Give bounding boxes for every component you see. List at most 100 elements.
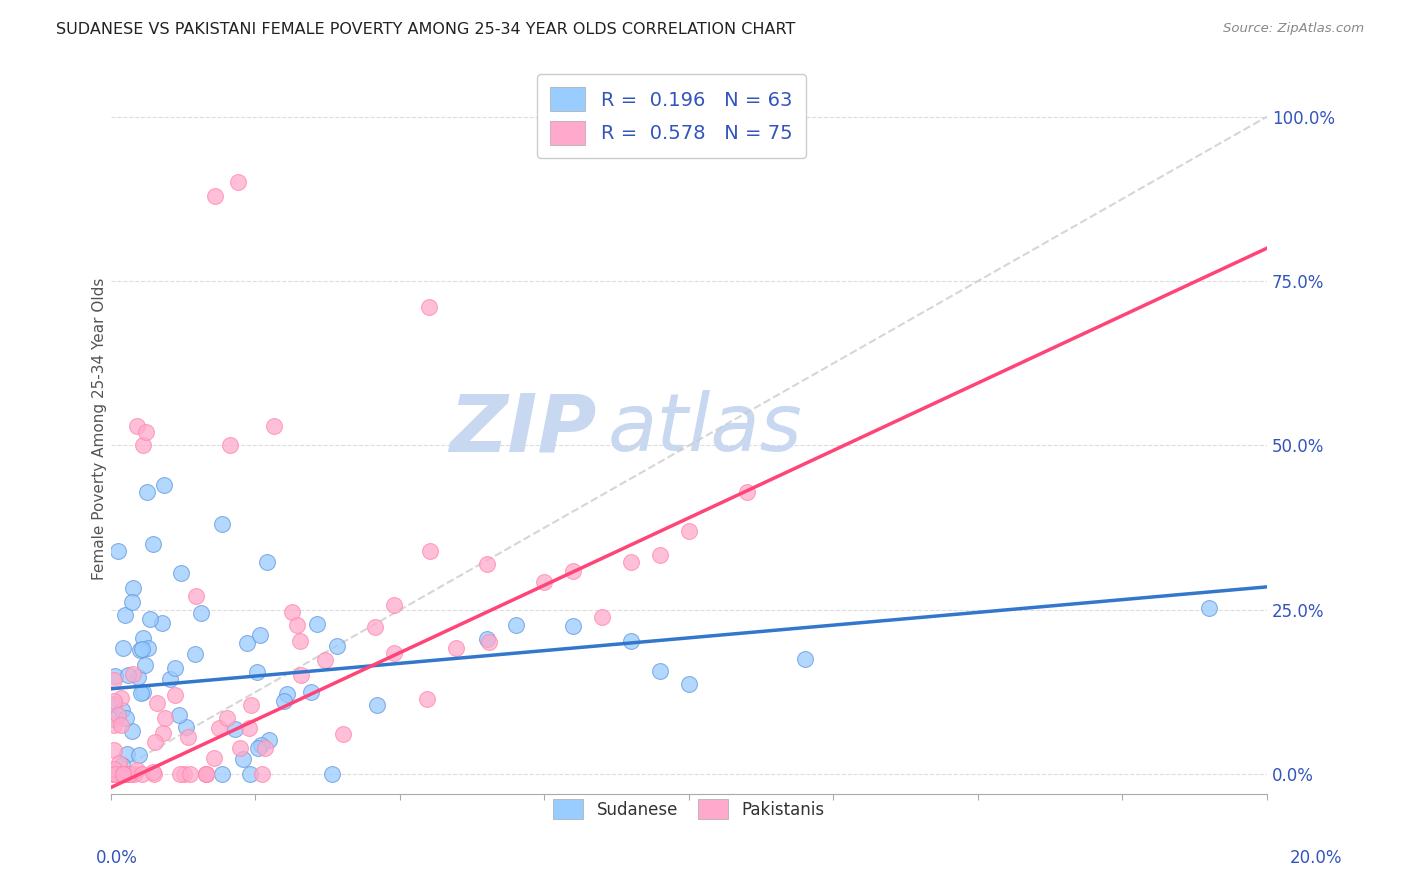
Point [129,643,152,657]
Point [305,616,328,631]
Text: Source: ZipAtlas.com: Source: ZipAtlas.com [1223,22,1364,36]
Point [170,566,193,581]
Point [1198,600,1220,615]
Point [143,735,166,749]
Point [735,484,758,499]
Point [382,599,405,613]
Text: 0.0%: 0.0% [96,849,138,867]
Point [125,763,148,777]
Point [107,708,129,723]
Point [444,640,467,655]
Point [132,685,155,699]
Point [190,606,212,620]
Point [103,673,125,688]
Point [128,747,150,762]
Point [173,766,195,780]
Point [184,648,207,662]
Point [174,720,197,734]
Point [114,607,136,622]
Point [226,176,249,190]
Point [326,640,349,654]
Point [122,581,145,595]
Point [678,524,700,538]
Point [112,766,135,780]
Point [103,766,125,780]
Point [152,725,174,739]
Point [104,766,127,780]
Point [103,762,125,776]
Point [217,710,239,724]
Point [246,665,269,680]
Point [122,667,145,681]
Point [620,555,643,569]
Point [239,698,262,712]
Point [382,646,405,660]
Point [505,617,527,632]
Point [232,752,254,766]
Point [416,692,439,706]
Point [129,686,152,700]
Point [110,690,132,705]
Point [620,633,643,648]
Point [648,548,671,562]
Text: ZIP: ZIP [449,390,596,468]
Point [134,657,156,672]
Point [194,766,217,780]
Point [117,668,139,682]
Point [211,517,233,532]
Point [418,301,440,315]
Point [257,733,280,747]
Point [478,635,501,649]
Point [177,730,200,744]
Point [273,694,295,708]
Point [159,673,181,687]
Point [165,661,187,675]
Point [139,612,162,626]
Point [276,687,298,701]
Point [132,632,155,646]
Point [118,766,141,780]
Point [299,685,322,699]
Point [253,741,276,756]
Point [290,668,312,682]
Point [155,711,177,725]
Point [533,574,555,589]
Point [112,640,135,655]
Point [115,747,138,762]
Point [150,615,173,630]
Point [186,589,208,603]
Point [321,766,343,780]
Point [127,670,149,684]
Point [152,478,174,492]
Point [238,722,260,736]
Point [211,766,233,780]
Text: 20.0%: 20.0% [1291,849,1343,867]
Point [224,722,246,736]
Point [250,766,273,780]
Point [239,766,262,780]
Point [648,664,671,678]
Text: atlas: atlas [607,390,803,468]
Point [103,718,125,732]
Point [118,766,141,780]
Point [121,595,143,609]
Point [314,653,336,667]
Point [146,697,169,711]
Point [135,484,157,499]
Point [562,564,585,578]
Point [195,766,218,780]
Point [104,766,127,780]
Point [103,712,125,726]
Text: SUDANESE VS PAKISTANI FEMALE POVERTY AMONG 25-34 YEAR OLDS CORRELATION CHART: SUDANESE VS PAKISTANI FEMALE POVERTY AMO… [56,22,796,37]
Point [121,723,143,738]
Point [115,766,138,780]
Point [204,188,226,202]
Point [288,634,311,648]
Point [229,741,252,756]
Point [263,418,285,433]
Point [104,669,127,683]
Point [591,610,613,624]
Point [136,641,159,656]
Point [111,766,134,780]
Point [107,543,129,558]
